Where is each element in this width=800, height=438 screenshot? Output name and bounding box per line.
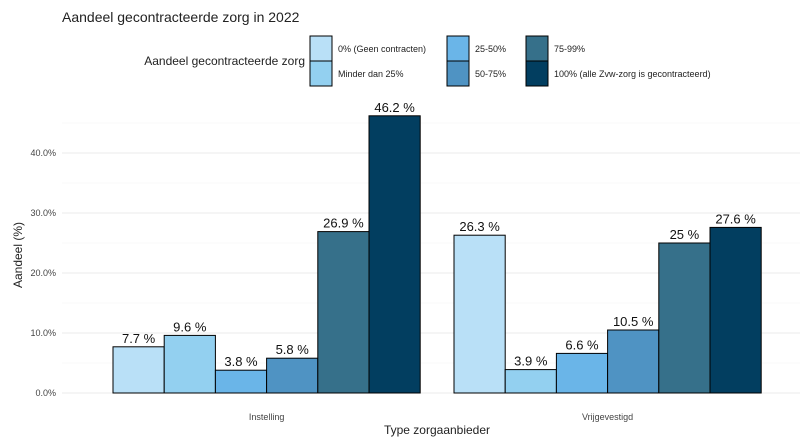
y-axis-label: Aandeel (%) <box>11 222 25 288</box>
bar-data-label: 27.6 % <box>715 211 756 226</box>
bar-data-label: 5.8 % <box>276 342 310 357</box>
legend-swatch <box>446 35 470 62</box>
y-axis-ticks: 0.0% 10.0% 20.0% 30.0% 40.0% <box>30 148 56 398</box>
bar-data-label: 10.5 % <box>613 314 654 329</box>
bar <box>317 231 370 394</box>
y-tick-label: 40.0% <box>30 148 56 158</box>
x-axis-ticks: Instelling Vrijgevestigd <box>249 412 633 422</box>
legend-title: Aandeel gecontracteerde zorg <box>144 54 305 68</box>
bar-data-label: 46.2 % <box>374 100 415 115</box>
legend-entry-label: 0% (Geen contracten) <box>338 44 426 54</box>
legend-entry-label: Minder dan 25% <box>338 69 404 79</box>
bar <box>368 115 421 394</box>
legend-entry-label: 50-75% <box>475 69 506 79</box>
x-tick-label: Instelling <box>249 412 285 422</box>
legend-entry-label: 100% (alle Zvw-zorg is gecontracteerd) <box>554 69 711 79</box>
grid <box>62 122 800 394</box>
legend-swatch <box>446 60 470 87</box>
legend: Aandeel gecontracteerde zorg 0% (Geen co… <box>144 35 711 87</box>
bar-data-label: 9.6 % <box>173 319 207 334</box>
bar <box>555 352 609 394</box>
bar-data-label: 26.3 % <box>459 219 500 234</box>
bar-data-label: 25 % <box>670 227 700 242</box>
legend-swatch <box>309 35 333 62</box>
bar-data-label: 3.8 % <box>224 354 258 369</box>
y-tick-label: 30.0% <box>30 208 56 218</box>
x-axis-label: Type zorgaanbieder <box>384 423 490 437</box>
y-tick-label: 10.0% <box>30 328 56 338</box>
bar <box>607 329 660 394</box>
y-tick-label: 20.0% <box>30 268 56 278</box>
bar <box>163 334 216 394</box>
bars <box>112 115 762 394</box>
chart-title: Aandeel gecontracteerde zorg in 2022 <box>62 9 300 25</box>
legend-swatch <box>525 60 549 87</box>
legend-entry-label: 75-99% <box>554 44 585 54</box>
y-tick-label: 0.0% <box>35 388 56 398</box>
bar-data-label: 3.9 % <box>514 354 548 369</box>
bar-data-label: 6.6 % <box>565 337 599 352</box>
legend-swatch <box>309 60 333 87</box>
bar-data-labels: 7.7 % 9.6 % 3.8 % 5.8 % 26.9 % 46.2 % 26.3 % 3.… <box>122 100 756 369</box>
bar <box>453 234 506 394</box>
legend-swatch <box>525 35 549 62</box>
bar <box>658 242 711 394</box>
bar-data-label: 26.9 % <box>323 216 364 231</box>
bar-data-label: 7.7 % <box>122 331 156 346</box>
bar <box>504 369 557 394</box>
bar <box>112 346 165 394</box>
legend-entry-label: 25-50% <box>475 44 506 54</box>
x-tick-label: Vrijgevestigd <box>582 412 633 422</box>
bar <box>214 369 268 394</box>
bar <box>266 357 319 394</box>
bar <box>709 226 762 394</box>
